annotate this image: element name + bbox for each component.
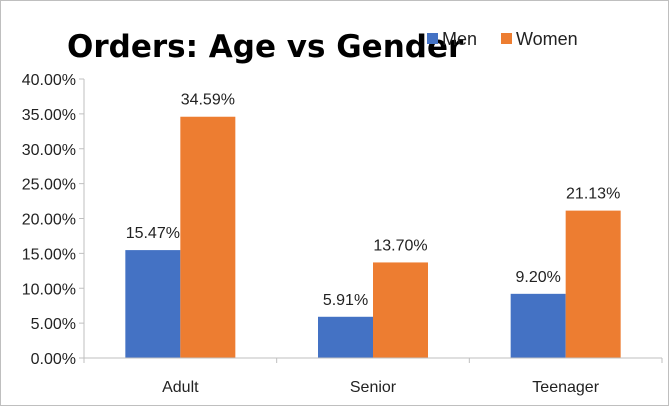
legend-label-men: Men <box>442 29 477 49</box>
bar-men-adult <box>125 250 181 358</box>
bar-women-adult <box>180 116 236 359</box>
data-label: 9.20% <box>515 269 560 286</box>
data-labels: 15.47% 34.59% 5.91% 13.70% 9.20% 21.13% <box>126 92 621 309</box>
y-axis: 0.00% 5.00% 10.00% 15.00% 20.00% 25.00% 30.00%… <box>22 72 85 368</box>
data-label: 34.59% <box>181 92 235 109</box>
legend: Men Women <box>427 29 578 49</box>
x-tick-label: Teenager <box>532 379 599 396</box>
chart-title: Orders: Age vs Gender <box>67 29 464 65</box>
bar-men-teenager <box>510 293 566 358</box>
y-tick-label: 0.00% <box>31 351 76 368</box>
y-tick-label: 10.00% <box>22 281 76 298</box>
x-axis: Adult Senior Teenager <box>83 357 663 396</box>
y-tick-label: 25.00% <box>22 177 76 194</box>
bar-men-senior <box>318 316 373 358</box>
legend-swatch-women <box>501 33 512 44</box>
y-tick-label: 40.00% <box>22 72 76 89</box>
data-label: 5.91% <box>323 292 368 309</box>
y-tick-label: 15.00% <box>22 246 76 263</box>
bar-women-senior <box>373 262 428 358</box>
x-tick-label: Adult <box>162 379 199 396</box>
data-label: 13.70% <box>373 237 427 254</box>
legend-swatch-men <box>427 33 438 44</box>
data-label: 21.13% <box>566 186 620 203</box>
y-tick-label: 30.00% <box>22 142 76 159</box>
x-tick-label: Senior <box>350 379 397 396</box>
data-label: 15.47% <box>126 225 180 242</box>
legend-label-women: Women <box>516 29 578 49</box>
bars <box>125 116 621 359</box>
y-tick-label: 20.00% <box>22 212 76 229</box>
y-tick-label: 35.00% <box>22 107 76 124</box>
y-tick-label: 5.00% <box>31 316 76 333</box>
bar-women-teenager <box>565 210 621 358</box>
